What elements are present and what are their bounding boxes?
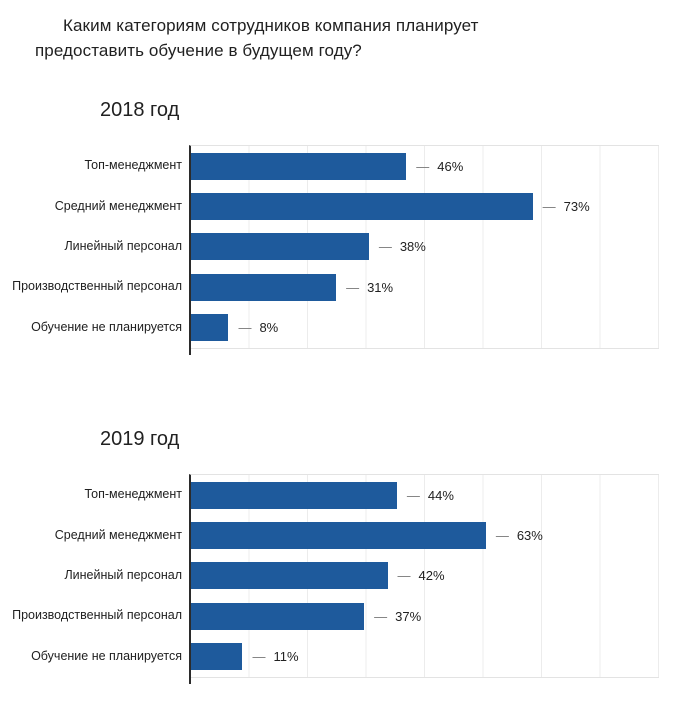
value-text: 73%: [563, 199, 590, 215]
category-label: Обучение не планируется: [31, 648, 182, 663]
value-text: 11%: [273, 649, 299, 665]
value-dash: —: [378, 239, 392, 255]
category-label: Обучение не планируется: [31, 319, 182, 334]
category-label: Топ-менеджмент: [84, 158, 183, 173]
value-label: — 31%: [346, 280, 393, 295]
chart-section-2019: 2019 год Топ-менеджмент Средний менеджмен…: [0, 426, 700, 684]
value-dash: —: [416, 158, 430, 174]
chart-2019-body: Топ-менеджмент Средний менеджмент Линейный…: [0, 474, 700, 684]
bar-row: — 37%: [191, 596, 659, 636]
chart-2018-plot-area: — 46% — 73% — 38% — 31% — 8%: [189, 145, 659, 355]
value-dash: —: [542, 199, 556, 215]
value-label: — 44%: [407, 488, 454, 503]
chart-section-2018: 2018 год Топ-менеджмент Средний менеджмен…: [0, 97, 700, 355]
bar: [191, 602, 365, 630]
bar: [191, 643, 243, 671]
value-dash: —: [374, 608, 388, 624]
bar: [191, 152, 407, 180]
bar: [191, 562, 388, 590]
bar: [191, 522, 486, 550]
bar-row: — 38%: [191, 227, 659, 267]
category-label: Линейный персонал: [64, 238, 182, 253]
bar-row: — 73%: [191, 186, 659, 226]
bar: [191, 481, 397, 509]
bar-row: — 11%: [191, 637, 659, 677]
chart-2018-body: Топ-менеджмент Средний менеджмент Линейный…: [0, 145, 700, 355]
category-label: Средний менеджмент: [54, 527, 182, 542]
page-title-line-1: Каким категориям сотрудников компания пл…: [63, 16, 479, 35]
bar: [191, 314, 229, 342]
bar-row: — 31%: [191, 267, 659, 307]
chart-2019-year-label: 2019 год: [100, 428, 180, 450]
category-label: Производственный персонал: [12, 279, 182, 294]
value-label: — 42%: [398, 568, 445, 583]
bar: [191, 233, 369, 261]
value-text: 31%: [367, 279, 394, 295]
chart-2018-category-labels: Топ-менеджмент Средний менеджмент Линейный…: [0, 145, 189, 349]
chart-2019-plot-area: — 44% — 63% — 42% — 37% — 11%: [189, 474, 659, 684]
category-label: Производственный персонал: [12, 608, 182, 623]
value-text: 42%: [418, 568, 445, 584]
value-label: — 37%: [374, 609, 421, 624]
value-text: 63%: [516, 528, 543, 544]
value-dash: —: [495, 528, 509, 544]
value-dash: —: [346, 279, 360, 295]
value-dash: —: [406, 487, 420, 503]
value-label: — 73%: [543, 199, 590, 214]
value-text: 44%: [427, 487, 454, 503]
value-dash: —: [252, 649, 266, 665]
bar: [191, 193, 533, 221]
value-text: 37%: [395, 608, 422, 624]
bar-row: — 44%: [191, 475, 659, 515]
page-title: Каким категориям сотрудников компания пл…: [35, 13, 643, 63]
value-label: — 11%: [252, 649, 298, 664]
chart-2019-category-labels: Топ-менеджмент Средний менеджмент Линейный…: [0, 474, 189, 678]
category-label: Линейный персонал: [64, 567, 182, 582]
bar: [191, 273, 337, 301]
value-text: 38%: [399, 239, 426, 255]
value-dash: —: [397, 568, 411, 584]
value-label: — 63%: [496, 528, 543, 543]
value-text: 8%: [259, 320, 279, 336]
bar-row: — 46%: [191, 146, 659, 186]
bar-row: — 8%: [191, 308, 659, 348]
value-label: — 46%: [416, 159, 463, 174]
bar-row: — 63%: [191, 515, 659, 555]
value-label: — 8%: [238, 320, 278, 335]
value-label: — 38%: [379, 239, 426, 254]
value-dash: —: [238, 320, 252, 336]
value-text: 46%: [437, 158, 464, 174]
category-label: Средний менеджмент: [54, 198, 182, 213]
chart-2018-year-label: 2018 год: [100, 99, 180, 121]
bar-row: — 42%: [191, 556, 659, 596]
category-label: Топ-менеджмент: [84, 487, 183, 502]
page-title-line-2: предоставить обучение в будущем году?: [35, 41, 362, 60]
